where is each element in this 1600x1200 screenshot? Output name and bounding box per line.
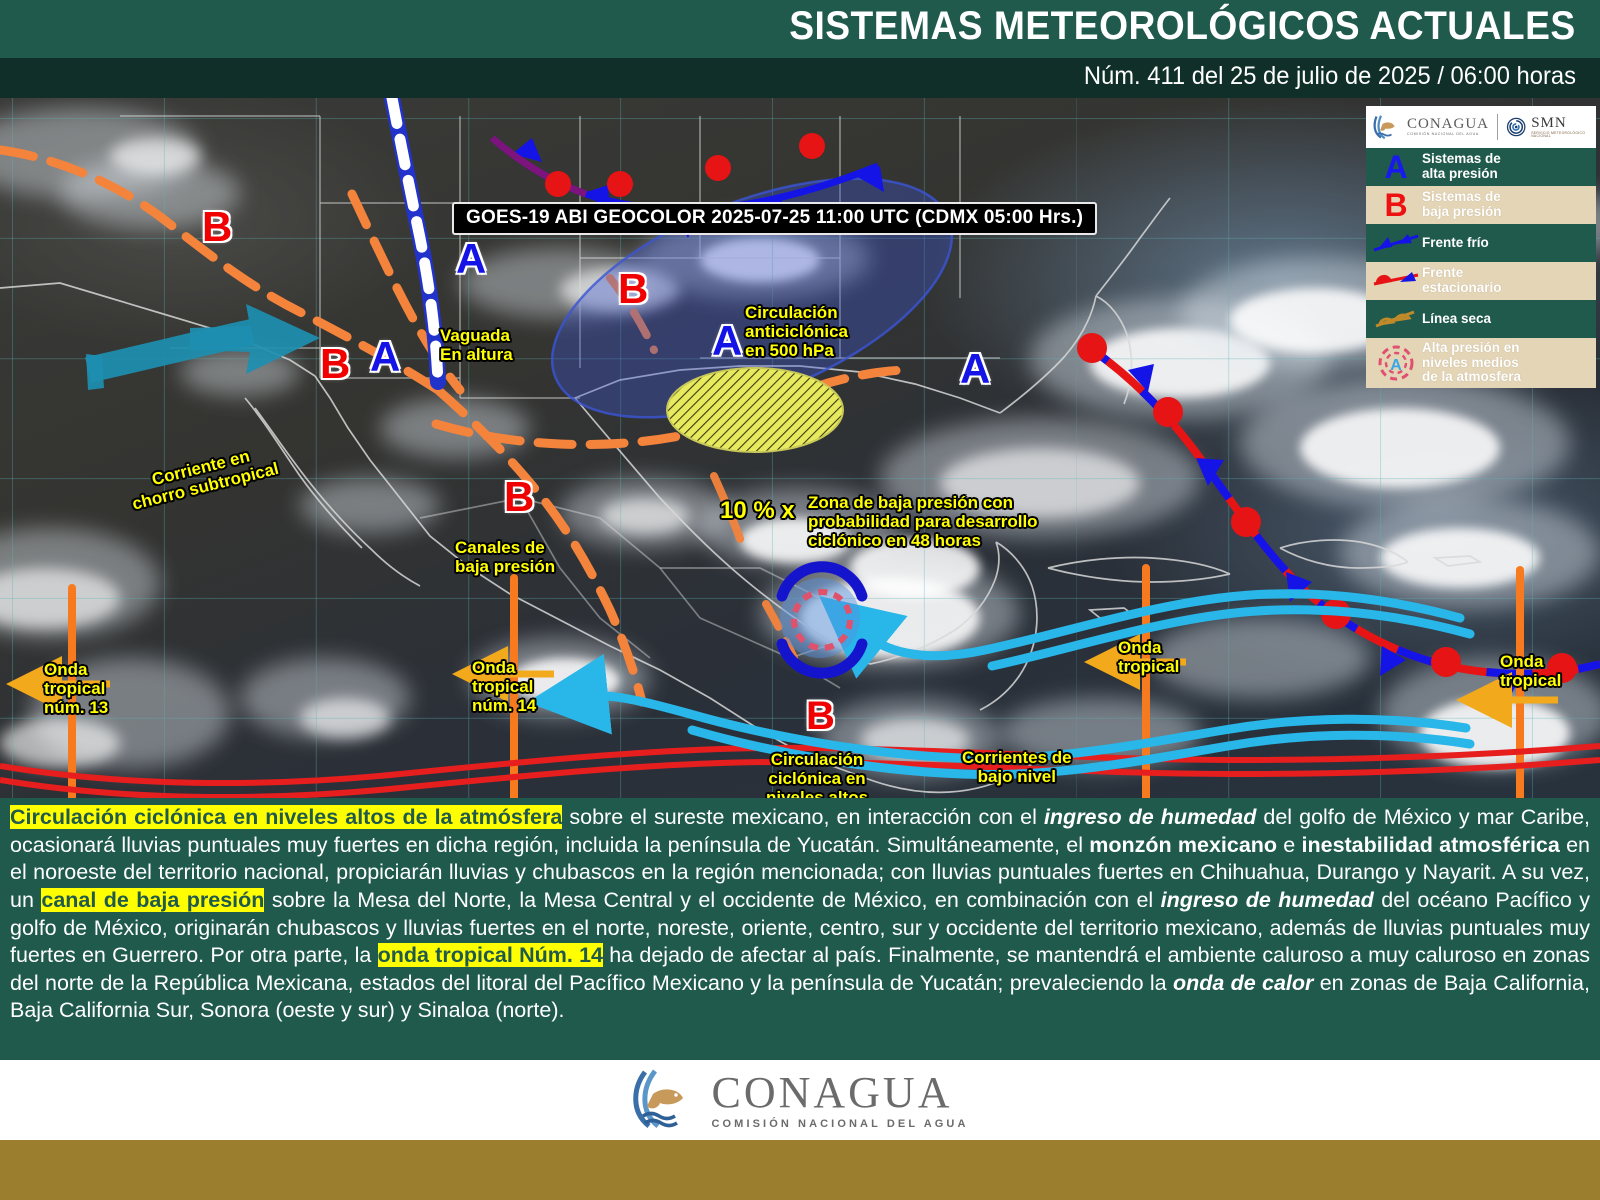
bulletin-number-date: Núm. 411 del 25 de julio de 2025 / 06:00…: [1083, 62, 1576, 90]
legend-item-high-pressure[interactable]: A Sistemas de alta presión: [1366, 148, 1596, 186]
forecast-paragraph: Circulación ciclónica en niveles altos d…: [0, 798, 1600, 1060]
legend-label-high-pressure: Sistemas de alta presión: [1422, 151, 1501, 181]
legend-item-mid-level-high[interactable]: A Alta presión en niveles medios de la a…: [1366, 338, 1596, 388]
letter-b-icon: B: [1384, 187, 1408, 223]
paragraph-text: e: [1277, 832, 1302, 857]
legend-label-mid-level-high: Alta presión en niveles medios de la atm…: [1422, 340, 1522, 385]
symbol-a-centro-eua: A: [456, 235, 487, 282]
symbol-b-golfo-texas: B: [618, 265, 649, 312]
mid-level-high-icon: A: [1370, 343, 1422, 383]
symbol-a-sureste-eua: A: [960, 345, 991, 392]
legend-item-low-pressure[interactable]: B Sistemas de baja presión: [1366, 186, 1596, 224]
paragraph-text: ha dejado de afectar al país. Finalmente…: [10, 943, 1590, 995]
paragraph-bold-italic: ingreso de humedad: [1160, 887, 1374, 912]
conagua-eagle-icon: [1373, 115, 1395, 140]
annotation-onda-tropical-atlantico: Onda tropical: [1500, 652, 1562, 691]
footer-brand: CONAGUA COMISIÓN NACIONAL DEL AGUA: [711, 1067, 969, 1130]
legend-label-low-pressure: Sistemas de baja presión: [1422, 189, 1502, 219]
header-bar: SISTEMAS METEOROLÓGICOS ACTUALES: [0, 0, 1600, 58]
gold-accent-bar: [0, 1140, 1600, 1200]
paragraph-text: sobre la Mesa del Norte, la Mesa Central…: [264, 887, 1161, 912]
legend-item-cold-front[interactable]: Frente frío: [1366, 224, 1596, 262]
annotation-onda-tropical-14: Onda tropical núm. 14: [472, 658, 537, 716]
paragraph-bold: monzón mexicano: [1089, 832, 1278, 857]
satellite-caption: GOES-19 ABI GEOCOLOR 2025-07-25 11:00 UT…: [452, 202, 1098, 235]
symbol-a-500hpa: A: [712, 317, 743, 364]
annotation-canales-de-baja-presion: Canales de baja presión: [455, 538, 556, 577]
svg-text:A: A: [1390, 357, 1402, 374]
paragraph-highlight: canal de baja presión: [41, 887, 265, 912]
annotation-onda-tropical-caribe: Onda tropical: [1118, 638, 1180, 677]
page-title: SISTEMAS METEOROLÓGICOS ACTUALES: [789, 4, 1576, 48]
legend-label-stationary-front: Frente estacionario: [1422, 265, 1502, 295]
footer-bar: CONAGUA COMISIÓN NACIONAL DEL AGUA: [0, 1060, 1600, 1140]
legend-label-cold-front: Frente frío: [1422, 234, 1489, 250]
legend-logo-bar: CONAGUA COMISIÓN NACIONAL DEL AGUA SMN S…: [1366, 106, 1596, 148]
annotation-circulacion-ciclonica-altos: Circulación ciclónica en niveles altos: [766, 750, 869, 798]
conagua-logo-small: CONAGUA COMISIÓN NACIONAL DEL AGUA: [1372, 112, 1489, 142]
cyclonic-development-zone: [666, 367, 844, 453]
annotation-corrientes-bajo-nivel: Corrientes de bajo nivel: [962, 748, 1072, 787]
paragraph-text: en zonas de Baja California, Baja Califo…: [10, 970, 1590, 1023]
symbol-b-pacifico-mex: B: [504, 473, 535, 520]
subtropical-jet-arrow: [85, 304, 320, 390]
weather-features-overlay: [0, 98, 1600, 798]
paragraph-text: sobre el sureste mexicano, en interacció…: [562, 805, 1044, 829]
symbol-b-noroeste-eua: B: [202, 203, 233, 250]
legend-item-dry-line[interactable]: Línea seca: [1366, 300, 1596, 338]
legend-brand-conagua: CONAGUA COMISIÓN NACIONAL DEL AGUA: [1407, 116, 1489, 137]
paragraph-bold-italic: onda de calor: [1172, 970, 1314, 995]
legend-logo-divider: [1497, 114, 1498, 140]
satellite-weather-map[interactable]: B A B A B A A B B B Vaguada En altura Ci…: [0, 98, 1600, 798]
annotation-probabilidad-porcentaje: 10 % x: [720, 497, 795, 524]
symbol-a-suroeste-eua: A: [370, 333, 401, 380]
conagua-eagle-icon-large: [633, 1069, 684, 1128]
legend-panel[interactable]: CONAGUA COMISIÓN NACIONAL DEL AGUA SMN S…: [1366, 106, 1596, 388]
symbol-b-nw-mexico: B: [320, 340, 351, 387]
annotation-zona-baja-presion: Zona de baja presión con probabilidad pa…: [808, 493, 1038, 551]
annotation-circulacion-anticiclonica: Circulación anticiclónica en 500 hPa: [745, 303, 848, 361]
legend-label-dry-line: Línea seca: [1422, 310, 1492, 326]
dry-line-icon: [1370, 308, 1422, 330]
paragraph-text: en el noroeste del territorio nacional, …: [10, 832, 1591, 912]
legend-item-stationary-front[interactable]: Frente estacionario: [1366, 262, 1596, 300]
dry-line: [384, 98, 446, 390]
symbol-b-ciclonica: B: [806, 694, 835, 738]
cyclonic-circulation-symbol: [776, 561, 868, 679]
paragraph-highlight: Circulación ciclónica en niveles altos d…: [10, 805, 563, 829]
paragraph-highlight: onda tropical Núm. 14: [377, 943, 603, 968]
legend-brand-smn: SMN SERVICIO METEOROLÓGICO NACIONAL: [1531, 114, 1586, 138]
annotation-onda-tropical-13: Onda tropical núm. 13: [44, 660, 109, 718]
smn-spiral-icon: [1506, 117, 1526, 137]
conagua-footer-logo: CONAGUA COMISIÓN NACIONAL DEL AGUA: [631, 1068, 968, 1132]
stationary-front-icon: [1370, 270, 1422, 292]
paragraph-bold-italic: ingreso de humedad: [1043, 805, 1257, 829]
low-level-currents: [527, 589, 1475, 780]
cold-front-icon: [1370, 232, 1422, 254]
paragraph-text: del océano Pacífico y golfo de México, o…: [10, 887, 1590, 968]
paragraph-bold: inestabilidad atmosférica: [1301, 832, 1560, 857]
smn-logo-small: SMN SERVICIO METEOROLÓGICO NACIONAL: [1506, 114, 1590, 140]
paragraph-text: del golfo de México y mar Caribe, ocasio…: [10, 805, 1591, 857]
header-subtitle-bar: Núm. 411 del 25 de julio de 2025 / 06:00…: [0, 58, 1600, 98]
annotation-vaguada-en-altura: Vaguada En altura: [440, 326, 513, 365]
letter-a-icon: A: [1384, 149, 1408, 185]
